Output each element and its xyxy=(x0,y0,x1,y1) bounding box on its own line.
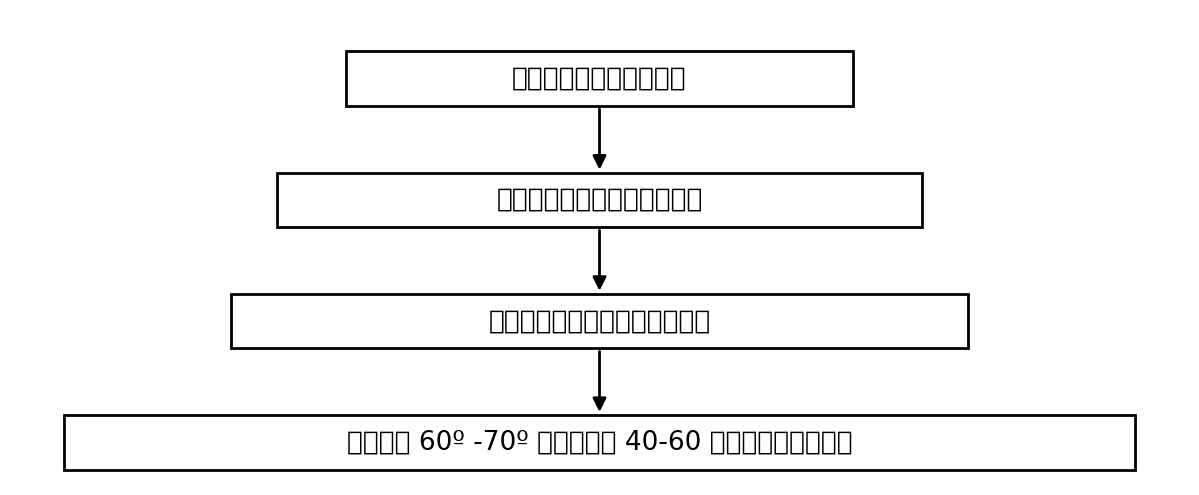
Text: 利用全站仪测量控制点物方坐标: 利用全站仪测量控制点物方坐标 xyxy=(488,308,711,334)
Text: 选择控制点布设最佳位置: 选择控制点布设最佳位置 xyxy=(512,66,687,92)
Bar xyxy=(347,51,852,106)
Bar xyxy=(277,173,922,227)
Text: 在两侧以 60º -70º 交会角拍摄 40-60 幅像片构成立体像对: 在两侧以 60º -70º 交会角拍摄 40-60 幅像片构成立体像对 xyxy=(347,429,852,455)
Text: 在目标点周围均匀布设控制点: 在目标点周围均匀布设控制点 xyxy=(496,187,703,213)
Bar xyxy=(65,415,1134,470)
Bar xyxy=(231,294,968,348)
